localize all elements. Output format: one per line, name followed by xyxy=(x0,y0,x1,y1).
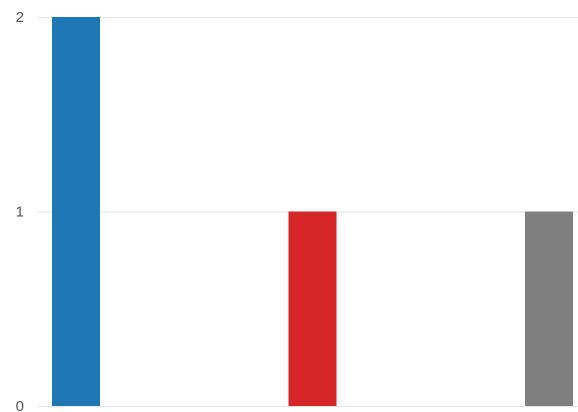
bar xyxy=(52,17,100,406)
y-tick-label: 2 xyxy=(16,9,24,26)
y-tick-label: 0 xyxy=(16,398,24,412)
y-axis-ticks: 0 1 2 xyxy=(16,9,24,412)
bar xyxy=(525,211,573,406)
y-tick-label: 1 xyxy=(16,204,24,221)
bars-layer xyxy=(52,17,573,406)
bar xyxy=(288,211,337,406)
